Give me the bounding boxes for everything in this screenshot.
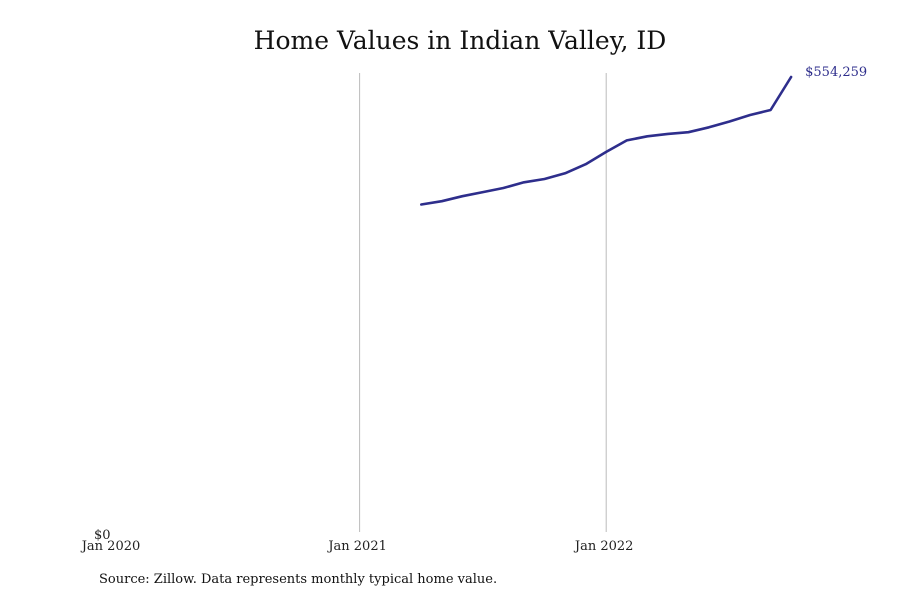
series-line-0 (419, 75, 793, 206)
grid-layer (359, 73, 607, 532)
y-tick-label: $0 (94, 528, 111, 543)
end-value-label: $554,259 (805, 65, 867, 80)
chart-title: Home Values in Indian Valley, ID (253, 26, 667, 55)
x-tick-label-jan-2021: Jan 2021 (326, 539, 387, 554)
line-layer (419, 75, 793, 206)
source-note: Source: Zillow. Data represents monthly … (99, 572, 498, 587)
x-tick-label-jan-2020: Jan 2020 (80, 539, 141, 554)
x-tick-label-jan-2022: Jan 2022 (573, 539, 634, 554)
label-layer: Jan 2020 Jan 2021 Jan 2022 $0 $554,259 (80, 65, 867, 554)
